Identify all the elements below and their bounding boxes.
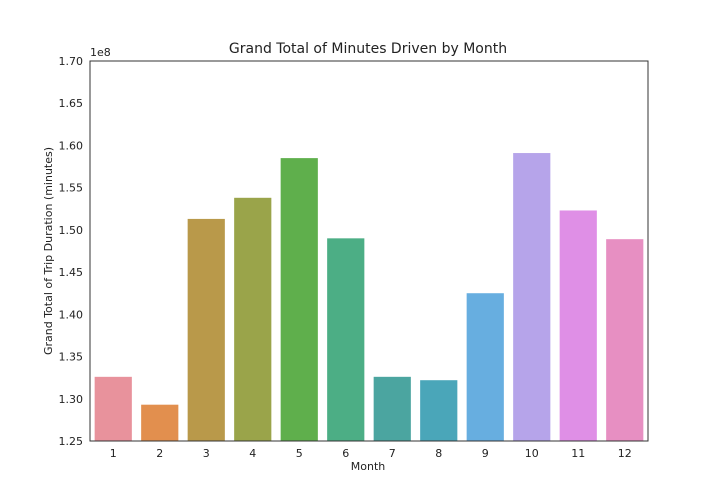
x-tick-label: 9: [482, 447, 489, 460]
x-tick-label: 1: [110, 447, 117, 460]
y-tick-label: 1.55: [59, 182, 84, 195]
y-axis-offset-label: 1e8: [90, 46, 111, 59]
y-tick-label: 1.35: [59, 351, 84, 364]
x-tick-label: 10: [525, 447, 539, 460]
y-tick-label: 1.30: [59, 393, 84, 406]
bar-month-8: [420, 380, 458, 441]
y-tick-label: 1.70: [59, 55, 84, 68]
x-tick-label: 4: [249, 447, 256, 460]
y-tick-label: 1.60: [59, 139, 84, 152]
y-tick-label: 1.50: [59, 224, 84, 237]
x-tick-label: 8: [435, 447, 442, 460]
x-tick-label: 7: [389, 447, 396, 460]
bar-month-2: [141, 404, 179, 441]
bar-month-4: [234, 197, 272, 441]
bar-month-9: [466, 293, 504, 441]
bar-month-10: [513, 153, 551, 442]
bar-month-6: [327, 238, 365, 441]
bar-month-7: [373, 376, 411, 441]
bar-month-11: [559, 210, 597, 441]
y-tick-label: 1.25: [59, 435, 84, 448]
x-tick-label: 2: [156, 447, 163, 460]
y-tick-label: 1.45: [59, 266, 84, 279]
bars: [94, 153, 644, 442]
bar-month-3: [187, 218, 225, 441]
bar-month-5: [280, 158, 318, 441]
chart-title: Grand Total of Minutes Driven by Month: [229, 41, 507, 57]
bar-month-12: [606, 239, 644, 441]
x-tick-label: 5: [296, 447, 303, 460]
y-tick-label: 1.65: [59, 97, 84, 110]
x-tick-label: 12: [618, 447, 632, 460]
bar-month-1: [94, 376, 132, 441]
plot-frame: [89, 60, 649, 442]
y-tick-label: 1.40: [59, 308, 84, 321]
y-axis-ticks: 1.25 1.30 1.35 1.40 1.45 1.50 1.55 1.60 1.65 1.70: [59, 55, 84, 448]
x-tick-label: 11: [571, 447, 585, 460]
x-tick-label: 3: [203, 447, 210, 460]
x-tick-label: 6: [342, 447, 349, 460]
x-axis-ticks: 1 2 3 4 5 6 7 8 9 10 11 12: [110, 447, 632, 460]
x-axis-label: Month: [351, 460, 386, 473]
y-axis-label: Grand Total of Trip Duration (minutes): [42, 147, 55, 355]
